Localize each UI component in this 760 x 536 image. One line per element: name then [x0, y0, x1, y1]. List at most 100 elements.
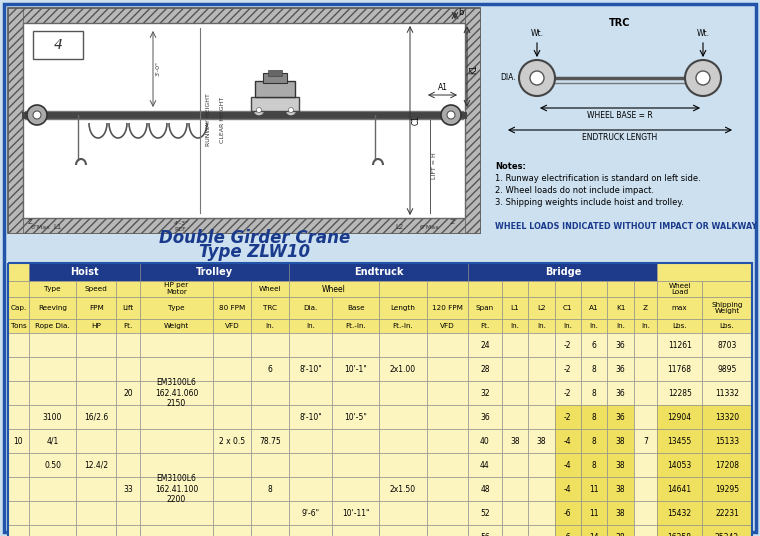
Bar [426, 501, 468, 525]
Bar [581, 477, 607, 501]
Bar [657, 453, 702, 477]
Text: 0.50: 0.50 [44, 460, 61, 470]
Text: EM3100L6
162.41.060
2150: EM3100L6 162.41.060 2150 [155, 378, 198, 408]
Circle shape [519, 60, 555, 96]
Bar [76, 525, 116, 536]
Text: EM3100L6
162.41.100
2200: EM3100L6 162.41.100 2200 [155, 474, 198, 504]
Text: Cap.: Cap. [11, 305, 27, 311]
Bar [468, 477, 502, 501]
Bar [468, 281, 502, 297]
Text: 6: 6 [592, 340, 597, 349]
Bar [213, 477, 251, 501]
Bar [502, 281, 528, 297]
Bar [116, 453, 140, 477]
Bar [502, 357, 528, 381]
Text: 56: 56 [480, 532, 490, 536]
Text: 14: 14 [589, 532, 599, 536]
Bar [581, 501, 607, 525]
Text: 6: 6 [268, 364, 272, 374]
Bar [657, 281, 702, 297]
Text: 33: 33 [123, 485, 133, 494]
Bar [426, 281, 468, 297]
Bar [607, 319, 634, 333]
Bar [528, 319, 555, 333]
Bar [528, 381, 555, 405]
Bar [607, 405, 634, 429]
Text: In.: In. [511, 323, 519, 329]
Bar [634, 297, 657, 319]
Text: Base: Base [347, 305, 365, 311]
Text: Reeving: Reeving [38, 305, 67, 311]
Bar [23, 23, 465, 218]
Bar [379, 297, 426, 319]
Text: Double Girder Crane: Double Girder Crane [160, 229, 350, 247]
Bar [702, 405, 752, 429]
Bar [426, 297, 468, 319]
Bar [332, 501, 379, 525]
Text: 38: 38 [616, 436, 625, 445]
Bar [468, 429, 502, 453]
Bar [555, 297, 581, 319]
Bar [657, 525, 702, 536]
Bar [607, 297, 634, 319]
Bar [426, 477, 468, 501]
Bar [332, 525, 379, 536]
Text: ENDTRUCK LENGTH: ENDTRUCK LENGTH [582, 133, 657, 142]
Text: 12.4/2: 12.4/2 [84, 460, 109, 470]
Bar [379, 357, 426, 381]
Bar [213, 357, 251, 381]
Bar [255, 81, 295, 97]
Text: Type: Type [44, 286, 61, 292]
Text: Z: Z [643, 305, 648, 311]
Bar [33, 31, 83, 59]
Bar [29, 297, 76, 319]
Text: 2x1.00: 2x1.00 [390, 364, 416, 374]
Bar [140, 525, 213, 536]
Text: 10'-5": 10'-5" [344, 413, 367, 421]
Bar [29, 501, 76, 525]
Bar [116, 501, 140, 525]
Bar [502, 333, 528, 357]
Bar [140, 453, 213, 477]
Bar [251, 501, 289, 525]
Bar [468, 357, 502, 381]
Bar [213, 501, 251, 525]
Text: K1: K1 [469, 64, 478, 74]
Text: Ft.-In.: Ft.-In. [345, 323, 366, 329]
Bar [528, 525, 555, 536]
Text: -2: -2 [564, 340, 572, 349]
Bar [251, 525, 289, 536]
Bar [634, 429, 657, 453]
Bar [607, 357, 634, 381]
Bar [251, 281, 289, 297]
Bar [140, 405, 213, 429]
Text: In.: In. [641, 323, 650, 329]
Bar [657, 319, 702, 333]
Bar [555, 429, 581, 453]
Bar [502, 525, 528, 536]
Bar [76, 297, 116, 319]
Bar [140, 333, 213, 357]
Bar [634, 381, 657, 405]
Text: Lbs.: Lbs. [673, 323, 687, 329]
Bar [76, 319, 116, 333]
Text: Wheel: Wheel [258, 286, 281, 292]
Bar [289, 263, 468, 281]
Bar [116, 281, 140, 297]
Bar [581, 525, 607, 536]
Text: RUNWAY HEIGHT: RUNWAY HEIGHT [205, 94, 211, 146]
Text: 78.75: 78.75 [259, 436, 280, 445]
Text: 25342: 25342 [715, 532, 739, 536]
Bar [76, 281, 116, 297]
Bar [8, 333, 29, 357]
Bar [555, 453, 581, 477]
Bar [657, 381, 702, 405]
Text: 38: 38 [510, 436, 520, 445]
Bar [581, 319, 607, 333]
Text: Weight: Weight [164, 323, 189, 329]
Text: Lbs.: Lbs. [720, 323, 734, 329]
Bar [140, 477, 213, 501]
Bar [468, 525, 502, 536]
Bar [140, 263, 289, 281]
Bar [8, 8, 23, 233]
